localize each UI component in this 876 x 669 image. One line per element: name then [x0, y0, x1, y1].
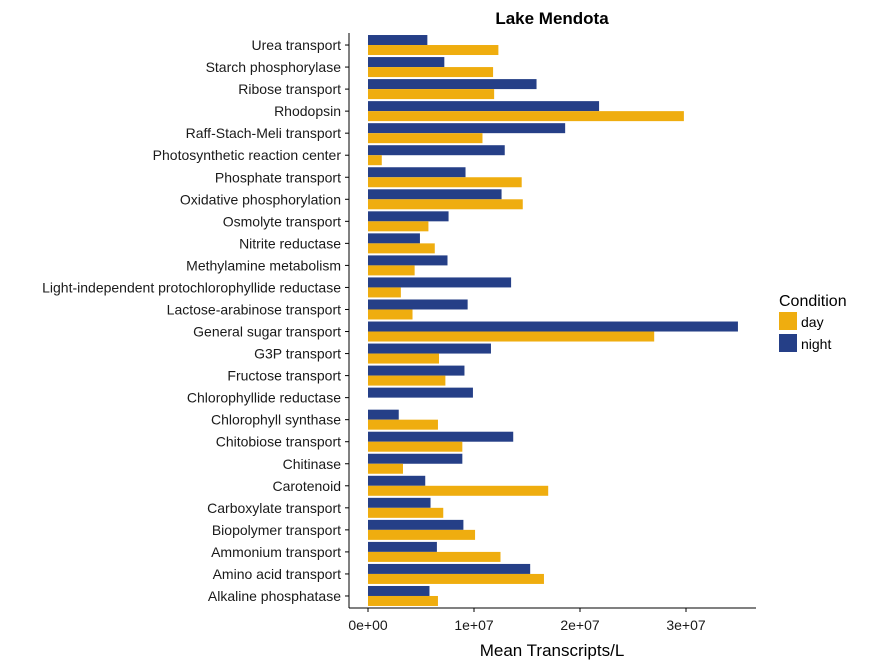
y-tick-label: Chitobiose transport — [216, 434, 341, 450]
x-axis-ticks: 0e+00 1e+07 2e+07 3e+07 — [348, 608, 706, 633]
bar-night — [368, 101, 600, 112]
bar-night — [368, 211, 449, 222]
legend-swatch-night — [779, 334, 797, 352]
bar-day — [368, 177, 522, 188]
x-axis-title: Mean Transcripts/L — [480, 641, 625, 660]
legend-label-day: day — [801, 314, 824, 330]
bar-night — [368, 167, 466, 178]
y-tick-label: Biopolymer transport — [212, 522, 341, 538]
bar-night — [368, 35, 428, 46]
y-tick-label: Chlorophyll synthase — [211, 412, 341, 428]
bar-day — [368, 89, 495, 100]
bar-day — [368, 441, 463, 452]
bar-night — [368, 299, 468, 310]
y-tick-label: Carboxylate transport — [207, 500, 341, 516]
bar-day — [368, 287, 401, 298]
y-tick-label: Lactose-arabinose transport — [167, 301, 341, 317]
bar-day — [368, 551, 501, 562]
bar-day — [368, 595, 438, 606]
y-tick-label: Oxidative phosphorylation — [180, 191, 341, 207]
bar-night — [368, 453, 463, 464]
bar-day — [368, 133, 483, 144]
x-tick-label: 3e+07 — [666, 617, 706, 633]
y-tick-label: General sugar transport — [193, 324, 341, 340]
bar-day — [368, 67, 494, 78]
y-tick-label: Carotenoid — [273, 478, 342, 494]
bar-day — [368, 111, 684, 122]
bar-night — [368, 541, 437, 552]
bar-day — [368, 243, 435, 254]
bar-night — [368, 189, 502, 200]
bar-night — [368, 475, 426, 486]
bar-night — [368, 365, 465, 376]
bar-night — [368, 233, 420, 244]
bar-day — [368, 529, 476, 540]
bar-day — [368, 573, 544, 584]
bar-day — [368, 507, 444, 518]
bar-day — [368, 221, 429, 232]
bar-night — [368, 277, 512, 288]
legend-swatch-day — [779, 312, 797, 330]
x-tick-label: 0e+00 — [348, 617, 388, 633]
bar-day — [368, 331, 655, 342]
y-tick-label: Fructose transport — [227, 368, 341, 384]
legend-label-night: night — [801, 336, 831, 352]
y-tick-label: Rhodopsin — [274, 103, 341, 119]
y-tick-label: Ribose transport — [238, 81, 341, 97]
y-tick-label: G3P transport — [254, 346, 341, 362]
bar-night — [368, 387, 473, 398]
plot-area — [368, 35, 738, 606]
bar-day — [368, 309, 413, 320]
bar-night — [368, 409, 399, 420]
y-tick-label: Amino acid transport — [213, 566, 342, 582]
y-tick-label: Starch phosphorylase — [206, 59, 342, 75]
y-tick-label: Urea transport — [252, 37, 342, 53]
y-tick-label: Methylamine metabolism — [186, 257, 341, 273]
y-tick-label: Chitinase — [283, 456, 342, 472]
y-tick-label: Phosphate transport — [215, 169, 341, 185]
bar-night — [368, 497, 431, 508]
chart-title: Lake Mendota — [495, 9, 609, 28]
bar-night — [368, 585, 430, 596]
bar-day — [368, 485, 549, 496]
bar-night — [368, 431, 514, 442]
x-tick-label: 2e+07 — [560, 617, 600, 633]
bar-night — [368, 145, 505, 156]
y-tick-label: Raff-Stach-Meli transport — [186, 125, 341, 141]
bar-day — [368, 45, 499, 56]
bar-day — [368, 353, 440, 364]
y-tick-label: Alkaline phosphatase — [208, 588, 341, 604]
x-tick-label: 1e+07 — [454, 617, 494, 633]
y-tick-label: Osmolyte transport — [223, 213, 341, 229]
bar-night — [368, 79, 537, 90]
bar-day — [368, 375, 446, 386]
y-tick-label: Light-independent protochlorophyllide re… — [42, 279, 341, 295]
bar-day — [368, 265, 415, 276]
y-tick-label: Nitrite reductase — [239, 235, 341, 251]
y-tick-label: Ammonium transport — [211, 544, 341, 560]
bar-night — [368, 343, 491, 354]
bar-night — [368, 519, 464, 530]
y-tick-label: Photosynthetic reaction center — [153, 147, 342, 163]
bar-night — [368, 563, 531, 574]
bar-day — [368, 155, 382, 166]
bar-day — [368, 199, 523, 210]
bar-night — [368, 57, 445, 68]
y-axis-ticks: Urea transport Starch phosphorylase Ribose… — [42, 37, 349, 604]
bar-day — [368, 419, 438, 430]
legend: Condition day night — [779, 293, 847, 352]
legend-title: Condition — [779, 293, 847, 310]
bar-night — [368, 255, 448, 266]
y-tick-label: Chlorophyllide reductase — [187, 390, 341, 406]
bar-night — [368, 321, 738, 332]
bar-day — [368, 463, 403, 474]
bar-night — [368, 123, 566, 134]
